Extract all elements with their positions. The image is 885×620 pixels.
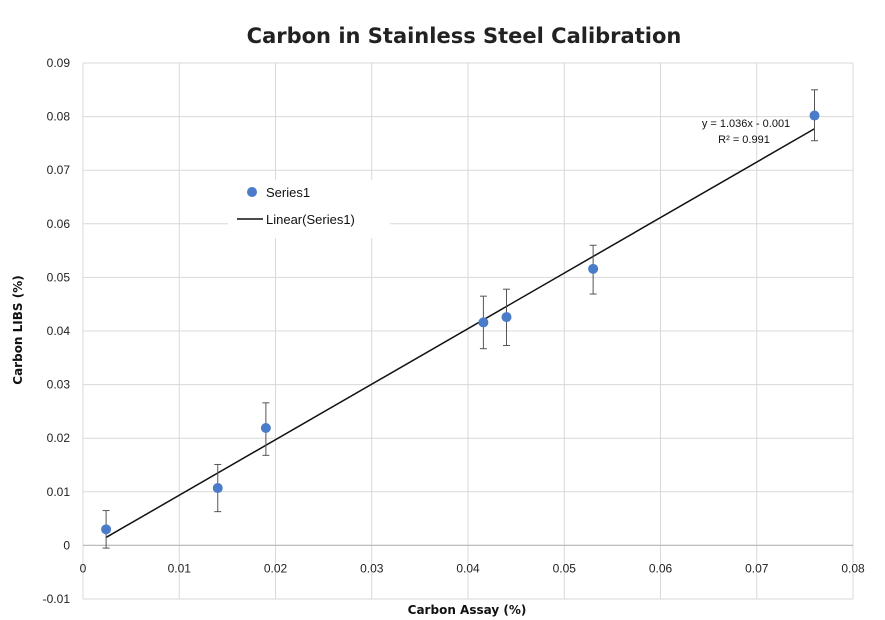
chart-title: Carbon in Stainless Steel Calibration [247,24,682,48]
y-tick-label: 0.06 [47,217,71,231]
x-axis-title: Carbon Assay (%) [408,603,527,617]
x-tick-label: 0.08 [841,561,865,575]
gridlines [82,62,854,600]
data-point-group [809,89,820,142]
trendline-equation: y = 1.036x - 0.001 R² = 0.991 [702,118,790,146]
data-point-group [478,295,489,350]
data-point [101,524,112,535]
y-tick-label: 0.04 [47,324,71,338]
data-points [101,89,820,549]
trendline [105,128,815,539]
x-tick-label: 0.06 [649,561,673,575]
y-tick-label: 0.01 [47,485,71,499]
data-point-group [588,244,599,295]
data-point-group [501,288,512,346]
trendline-r2-text: R² = 0.991 [718,134,770,146]
x-tick-label: 0.03 [360,561,384,575]
x-tick-label: 0.04 [456,561,480,575]
x-tick-label: 0.05 [553,561,577,575]
x-tick-label: 0 [80,561,87,575]
legend-label-trendline: Linear(Series1) [266,212,355,227]
y-tick-label: 0.03 [47,378,71,392]
y-tick-label: 0.07 [47,163,71,177]
y-tick-label: 0 [63,538,70,552]
trendline-group [105,128,815,539]
x-tick-label: 0.07 [745,561,769,575]
data-point [212,483,223,494]
data-point [501,312,512,323]
axes: 0 0.01 0.02 0.03 0.04 0.05 0.06 0.07 0.08 -0.01 0 0… [43,56,865,606]
y-axis-title: Carbon LIBS (%) [11,275,25,384]
legend-label-series1: Series1 [266,185,310,200]
data-point [809,110,820,121]
y-tick-label: 0.05 [47,270,71,284]
data-point [478,317,489,328]
x-tick-label: 0.01 [168,561,192,575]
x-tick-label: 0.02 [264,561,288,575]
data-point [588,263,599,274]
y-tick-label: 0.08 [47,110,71,124]
legend: Series1 Linear(Series1) [228,180,390,238]
y-tick-label: 0.02 [47,431,71,445]
y-tick-label: 0.09 [47,56,71,70]
data-point-group [212,463,223,513]
data-point [260,423,271,434]
y-tick-label: -0.01 [43,592,71,606]
trendline-equation-text: y = 1.036x - 0.001 [702,118,790,130]
legend-marker-series1 [247,187,257,197]
data-point-group [260,402,271,456]
data-point-group [101,510,112,549]
